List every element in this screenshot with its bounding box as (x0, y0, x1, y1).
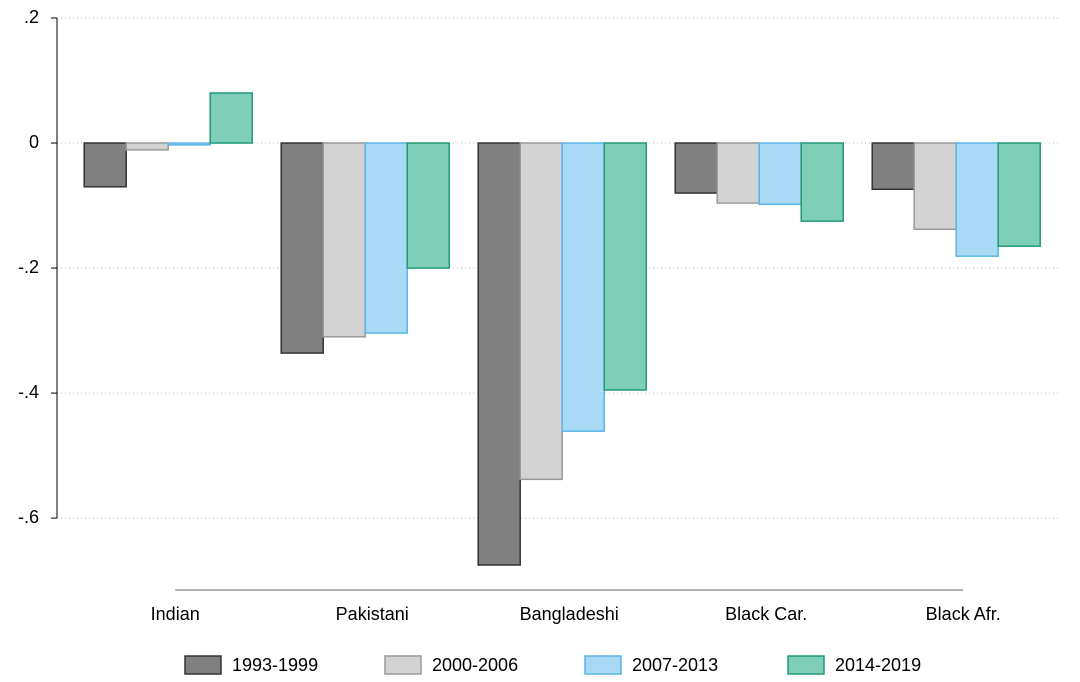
bar (997, 142, 1041, 247)
bar (322, 142, 366, 338)
legend-label: 2000-2006 (432, 655, 518, 675)
bar (800, 142, 844, 222)
x-tick-label: Bangladeshi (520, 604, 619, 624)
bar (125, 142, 169, 151)
legend-label: 2014-2019 (835, 655, 921, 675)
bar (955, 142, 999, 257)
bar (913, 142, 957, 231)
legend-swatch (384, 655, 422, 675)
bar (364, 142, 408, 334)
x-tick-label: Black Afr. (926, 604, 1001, 624)
legend-label: 2007-2013 (632, 655, 718, 675)
bar (758, 142, 802, 206)
bar (871, 142, 915, 191)
bar (674, 142, 718, 194)
legend-swatch (584, 655, 622, 675)
x-tick-label: Indian (151, 604, 200, 624)
y-tick-label: -.4 (18, 382, 39, 402)
x-tick-label: Pakistani (336, 604, 409, 624)
legend-swatch (787, 655, 825, 675)
bar (280, 142, 324, 354)
bar (209, 92, 253, 144)
bar (561, 142, 605, 432)
legend-label: 1993-1999 (232, 655, 318, 675)
bar (406, 142, 450, 269)
legend-swatch (184, 655, 222, 675)
y-tick-label: -.2 (18, 257, 39, 277)
y-tick-label: -.6 (18, 507, 39, 527)
bar (477, 142, 521, 566)
bar (519, 142, 563, 481)
y-tick-label: 0 (29, 132, 39, 152)
bar (603, 142, 647, 391)
x-tick-label: Black Car. (725, 604, 807, 624)
y-tick-label: .2 (24, 7, 39, 27)
bar (716, 142, 760, 204)
bar (167, 142, 211, 146)
bar (83, 142, 127, 188)
